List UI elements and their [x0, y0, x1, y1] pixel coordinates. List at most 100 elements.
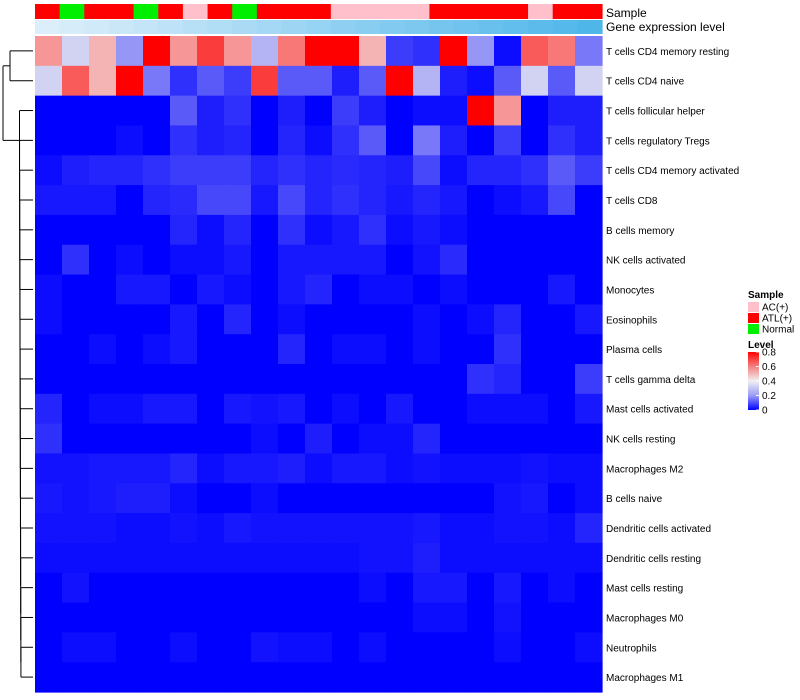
heatmap-cell — [116, 513, 144, 544]
heatmap-cell — [143, 214, 171, 246]
gene-expression-annotation-cell — [84, 20, 110, 34]
heatmap-cell — [386, 483, 414, 514]
heatmap-cell — [143, 632, 171, 663]
heatmap-cell — [494, 483, 522, 514]
heatmap-cell — [494, 632, 522, 663]
heatmap-cell — [278, 393, 306, 425]
heatmap-cell — [521, 572, 549, 604]
heatmap-cell — [305, 662, 333, 693]
heatmap-cell — [467, 155, 495, 186]
heatmap-cell — [440, 542, 468, 574]
heatmap-cell — [413, 65, 441, 97]
heatmap-cell — [197, 483, 225, 514]
heatmap-cell — [35, 125, 63, 156]
heatmap-cell — [197, 244, 225, 276]
heatmap-cell — [143, 542, 171, 574]
heatmap-cell — [332, 65, 360, 97]
heatmap-cell — [386, 453, 414, 484]
heatmap-cell — [143, 155, 171, 186]
heatmap-cell — [467, 393, 495, 425]
heatmap-cell — [278, 662, 306, 693]
heatmap-cell — [467, 244, 495, 276]
heatmap-cell — [386, 542, 414, 574]
heatmap-cell — [251, 483, 279, 514]
heatmap-cell — [467, 513, 495, 544]
heatmap-cell — [467, 423, 495, 455]
heatmap-cell — [224, 125, 252, 156]
heatmap-cell — [494, 155, 522, 186]
heatmap-cell — [224, 453, 252, 484]
heatmap-cell — [224, 572, 252, 604]
heatmap-cell — [413, 632, 441, 663]
heatmap-cell — [89, 334, 117, 365]
heatmap-cell — [62, 423, 90, 455]
legend: Sample AC(+)ATL(+)Normal Level 0.8 0.6 0.4… — [748, 290, 794, 417]
heatmap-cell — [89, 155, 117, 186]
row-label: Macrophages M1 — [606, 673, 684, 684]
heatmap-cell — [413, 185, 441, 216]
heatmap-cell — [467, 304, 495, 335]
heatmap-cell — [440, 662, 468, 693]
heatmap-cell — [143, 65, 171, 97]
heatmap-cell — [332, 483, 360, 514]
heatmap-cell — [467, 632, 495, 663]
legend-level-ticks: 0.8 0.6 0.4 0.2 0 — [756, 348, 776, 417]
heatmap-cell — [89, 36, 117, 67]
heatmap-cell — [332, 185, 360, 216]
heatmap-cell — [197, 36, 225, 67]
sample-annotation-cell — [207, 4, 233, 19]
heatmap-cell — [548, 423, 576, 455]
heatmap-cell — [170, 95, 198, 127]
heatmap-cell — [467, 483, 495, 514]
heatmap-cell — [170, 483, 198, 514]
heatmap-cell — [548, 185, 576, 216]
sample-annotation-cell — [108, 4, 135, 19]
heatmap-cell — [62, 483, 90, 514]
legend-sample-label: AC(+) — [762, 303, 788, 314]
heatmap-cell — [62, 65, 90, 97]
sample-annotation-cell — [404, 4, 431, 19]
heatmap-cell — [332, 423, 360, 455]
heatmap-cell — [224, 632, 252, 663]
gene-expression-annotation-cell — [577, 20, 603, 34]
heatmap-cell — [440, 274, 468, 305]
heatmap-cell — [62, 453, 90, 484]
heatmap-cell — [89, 632, 117, 663]
heatmap-cell — [467, 334, 495, 365]
sample-annotation-cell — [232, 4, 258, 19]
heatmap-cell — [575, 364, 603, 395]
heatmap-cell — [89, 542, 117, 574]
heatmap-cell — [116, 483, 144, 514]
heatmap-cell — [251, 125, 279, 156]
heatmap-cell — [521, 274, 549, 305]
heatmap-cell — [89, 513, 117, 544]
heatmap-cell — [413, 542, 441, 574]
heatmap-cell — [467, 65, 495, 97]
heatmap-cell — [35, 364, 63, 395]
heatmap-cell — [224, 513, 252, 544]
heatmap-cell — [332, 453, 360, 484]
heatmap-cell — [548, 483, 576, 514]
heatmap-cell — [467, 364, 495, 395]
heatmap-cell — [359, 304, 387, 335]
heatmap-cell — [413, 274, 441, 305]
heatmap-cell — [413, 364, 441, 395]
heatmap-cell — [278, 155, 306, 186]
gene-expression-annotation-cell — [59, 20, 85, 34]
heatmap-cell — [278, 214, 306, 246]
heatmap-cell — [251, 453, 279, 484]
sample-annotation-cell — [577, 4, 603, 19]
heatmap-cell — [386, 125, 414, 156]
heatmap-cell — [143, 423, 171, 455]
heatmap-cell — [467, 185, 495, 216]
heatmap-cell — [224, 662, 252, 693]
heatmap-cell — [575, 632, 603, 663]
heatmap-cell — [386, 632, 414, 663]
heatmap-cell — [89, 65, 117, 97]
heatmap-cell — [575, 36, 603, 67]
legend-level-tick-label: 0.2 — [762, 391, 776, 402]
legend-sample-swatch — [748, 313, 759, 323]
heatmap-cell — [35, 542, 63, 574]
row-label: B cells naive — [606, 494, 663, 505]
heatmap-cell — [332, 304, 360, 335]
